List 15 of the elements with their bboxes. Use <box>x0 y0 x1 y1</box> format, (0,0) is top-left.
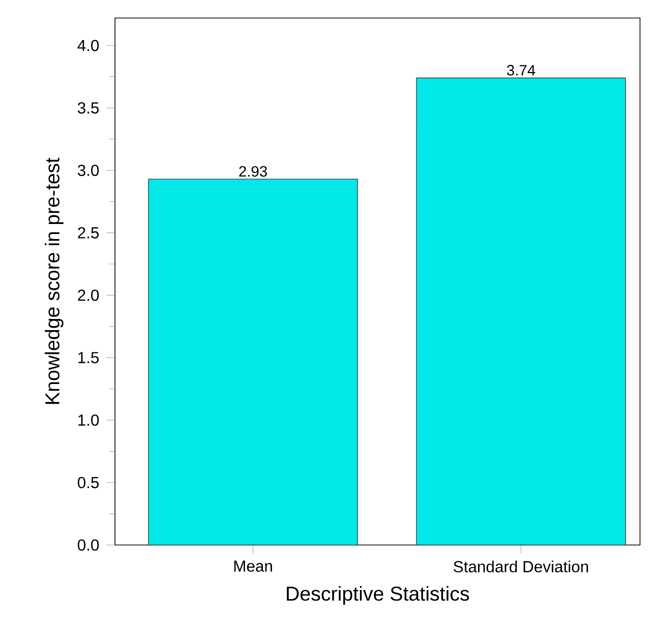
x-axis-title: Descriptive Statistics <box>286 586 469 605</box>
y-tick-label: 1.5 <box>78 352 99 364</box>
y-tick-label: 0.0 <box>78 539 99 551</box>
data-label: 3.74 <box>506 64 536 76</box>
data-label: 2.93 <box>239 166 267 177</box>
y-axis-title: Knowledge score in pre-test <box>44 158 64 404</box>
y-tick-label: 3.5 <box>78 102 99 114</box>
x-tick-label: Standard Deviation <box>454 560 588 572</box>
x-tick-label: Mean <box>234 560 272 572</box>
y-tick-label: 2.5 <box>78 227 99 238</box>
y-tick-label: 2.0 <box>78 290 99 301</box>
y-tick-label: 0.5 <box>78 476 99 488</box>
y-tick-label: 3.0 <box>78 164 99 176</box>
y-tick-label: 1.0 <box>78 414 99 426</box>
y-tick-label: 4.0 <box>78 40 99 52</box>
